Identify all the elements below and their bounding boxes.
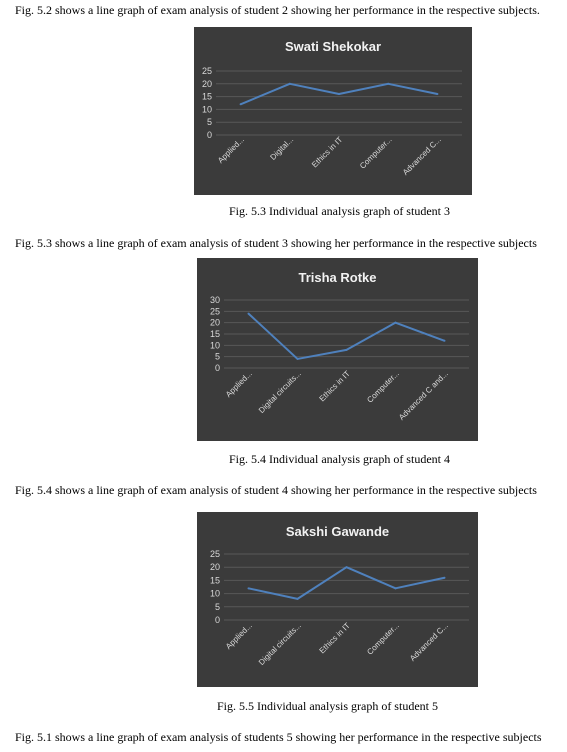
x-tick-label: Ethics in IT [318, 621, 352, 655]
x-tick-label: Ethics in IT [318, 369, 352, 403]
data-point [394, 321, 397, 324]
y-tick-label: 25 [210, 549, 220, 559]
x-tick-label: Advanced C... [401, 135, 443, 177]
y-tick-label: 20 [210, 562, 220, 572]
y-tick-label: 10 [202, 104, 212, 114]
data-point [296, 357, 299, 360]
y-tick-label: 30 [210, 295, 220, 305]
y-tick-label: 25 [202, 66, 212, 76]
data-point [239, 103, 242, 106]
data-point [443, 339, 446, 342]
chart-swati-shekokar: Swati Shekokar 0 5 10 15 20 25 Applied... Digita… [194, 27, 472, 195]
data-point [345, 566, 348, 569]
data-point [338, 93, 340, 96]
series-line [247, 312, 445, 360]
x-tick-label: Computer... [358, 135, 394, 171]
chart-title: Trisha Rotke [298, 270, 376, 285]
data-point [288, 82, 291, 85]
y-tick-label: 20 [202, 79, 212, 89]
y-tick-label: 5 [207, 117, 212, 127]
y-tick-label: 0 [215, 615, 220, 625]
y-tick-label: 0 [207, 130, 212, 140]
x-tick-label: Digital circuits... [257, 369, 303, 415]
y-tick-label: 20 [210, 318, 220, 328]
paragraph-fig-5-2: Fig. 5.2 shows a line graph of exam anal… [15, 3, 540, 17]
line-chart-svg: Sakshi Gawande 0 5 10 15 20 25 Applied... Digita… [210, 524, 469, 667]
data-point [247, 587, 250, 590]
chart-title: Swati Shekokar [285, 39, 381, 54]
chart-title: Sakshi Gawande [286, 524, 389, 539]
x-tick-label: Advanced C... [408, 621, 450, 663]
x-tick-label: Digital... [268, 135, 295, 162]
x-tick-label: Digital circuits... [257, 621, 303, 667]
data-point [436, 93, 439, 96]
line-chart-svg: Swati Shekokar 0 5 10 15 20 25 Applied... Digita… [202, 39, 462, 177]
y-tick-label: 0 [215, 363, 220, 373]
chart-sakshi-gawande: Sakshi Gawande 0 5 10 15 20 25 Applied... Digita… [197, 512, 478, 687]
y-tick-label: 10 [210, 589, 220, 599]
y-tick-label: 10 [210, 340, 220, 350]
y-tick-label: 15 [210, 329, 220, 339]
series-line [248, 566, 445, 600]
caption-fig-5-3: Fig. 5.3 Individual analysis graph of st… [229, 204, 450, 218]
data-point [394, 587, 397, 590]
y-tick-label: 5 [215, 602, 220, 612]
data-point [345, 348, 348, 351]
data-point [247, 312, 250, 315]
data-point [296, 597, 299, 600]
y-tick-label: 15 [210, 575, 220, 585]
x-tick-label: Applied... [216, 135, 246, 165]
data-point [387, 82, 390, 85]
caption-fig-5-5: Fig. 5.5 Individual analysis graph of st… [217, 699, 438, 713]
paragraph-fig-5-3: Fig. 5.3 shows a line graph of exam anal… [15, 236, 537, 250]
caption-fig-5-4: Fig. 5.4 Individual analysis graph of st… [229, 452, 450, 466]
paragraph-fig-5-4: Fig. 5.4 shows a line graph of exam anal… [15, 483, 537, 497]
y-tick-label: 5 [215, 352, 220, 362]
data-point [443, 576, 446, 579]
x-tick-label: Ethics in IT [310, 135, 344, 169]
x-tick-label: Applied... [224, 369, 254, 399]
y-tick-label: 25 [210, 306, 220, 316]
x-tick-label: Applied... [224, 621, 254, 651]
x-tick-label: Computer... [365, 369, 401, 405]
x-tick-label: Advanced C and... [397, 369, 450, 422]
paragraph-fig-5-1: Fig. 5.1 shows a line graph of exam anal… [15, 730, 542, 744]
y-tick-label: 15 [202, 92, 212, 102]
x-tick-label: Computer... [365, 621, 401, 657]
chart-trisha-rotke: Trisha Rotke 0 5 10 15 20 25 30 Applied... Digita… [197, 258, 478, 441]
